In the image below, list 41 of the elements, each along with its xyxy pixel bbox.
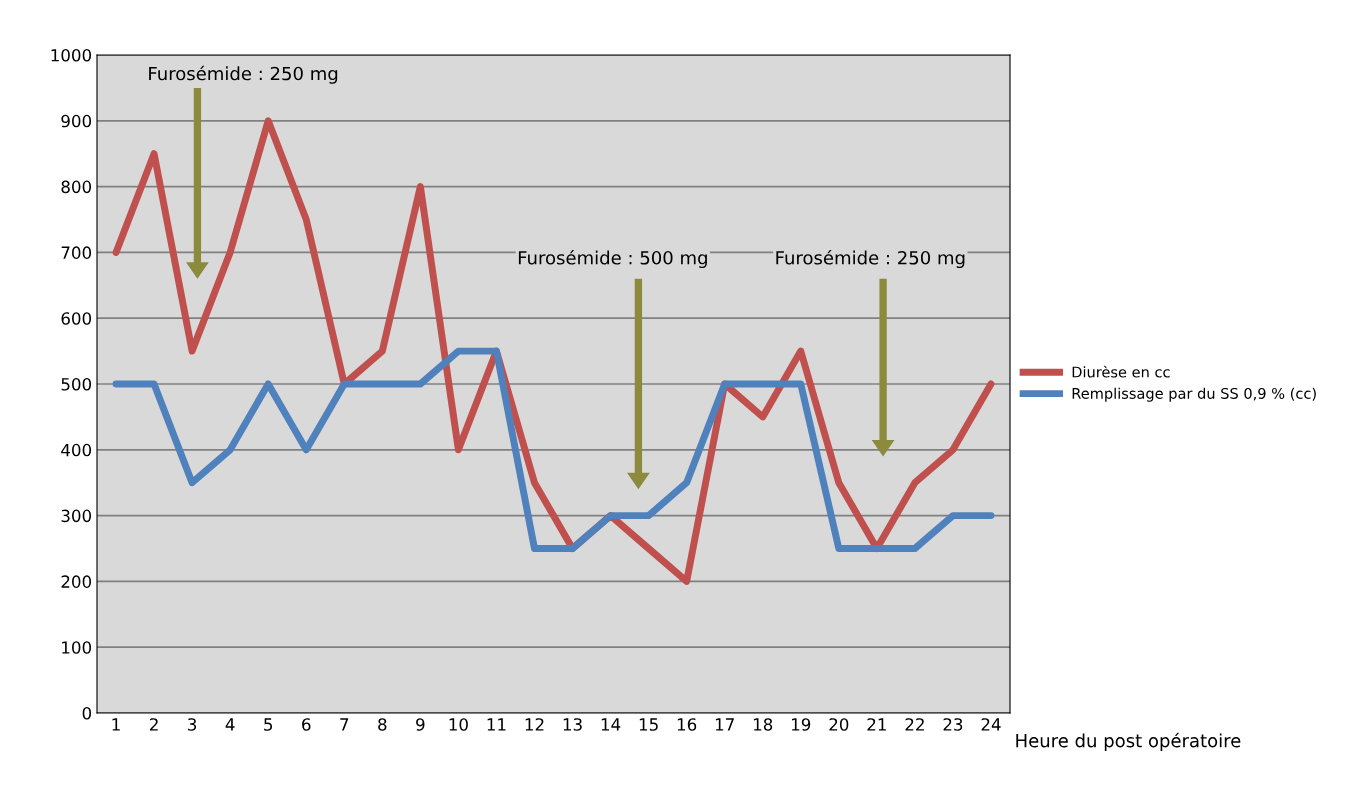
x-tick-label: 2 [149,718,158,731]
x-tick-label: 23 [943,718,963,731]
x-tick-label: 20 [829,718,849,731]
y-tick-label: 200 [61,575,92,588]
annotation: Furosémide : 250 mg [149,65,338,84]
x-tick-label: 5 [264,718,273,731]
y-tick-label: 600 [61,312,92,325]
x-tick-label: 24 [981,718,1001,731]
y-tick-label: 400 [61,443,92,457]
x-tick-label: 16 [677,718,697,731]
y-tick-label: 1000 [51,48,92,62]
x-tick-label: 21 [867,718,886,731]
x-tick-label: 15 [639,718,658,731]
y-tick-label: 100 [62,641,92,654]
x-tick-label: 6 [302,718,311,731]
y-tick-label: 900 [61,114,92,128]
x-tick-label: 8 [378,718,387,731]
x-tick-label: 17 [715,718,734,731]
y-tick-label: 500 [61,377,92,391]
x-axis-title: Heure du post opératoire [1016,732,1241,751]
y-tick-label: 800 [61,180,92,194]
x-tick-label: 19 [792,718,811,731]
y-tick-label: 700 [61,246,92,259]
annotation: Furosémide : 250 mg [776,249,965,269]
y-tick-label: 300 [61,509,92,523]
x-tick-label: 14 [601,718,621,731]
y-tick-label: 0 [82,706,92,720]
x-tick-label: 9 [416,718,425,731]
x-tick-label: 13 [563,718,582,731]
legend-label: Remplissage par du SS 0,9 % (cc) [1072,387,1316,402]
x-tick-label: 11 [487,718,506,731]
x-tick-label: 18 [753,718,773,731]
x-tick-label: 1 [112,718,120,731]
annotation: Furosémide : 500 mg [518,249,707,269]
legend-label: Diurèse en cc [1072,365,1170,378]
x-tick-label: 4 [225,718,235,731]
x-tick-label: 10 [449,718,468,731]
x-tick-label: 22 [905,718,924,731]
x-tick-label: 12 [525,718,544,731]
x-tick-label: 3 [188,718,197,731]
x-tick-label: 7 [340,718,349,731]
